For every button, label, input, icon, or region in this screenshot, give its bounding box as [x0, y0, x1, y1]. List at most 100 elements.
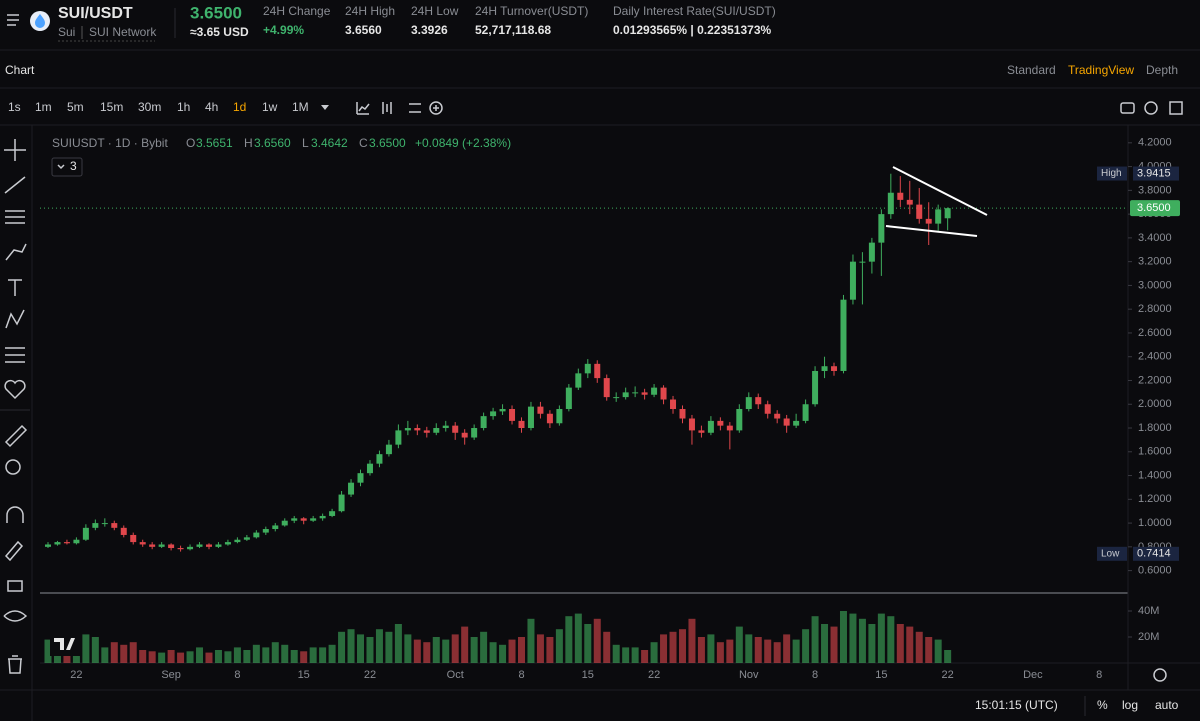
fib-tool[interactable]: [5, 210, 25, 224]
y-tick-label: 2.8000: [1138, 303, 1172, 315]
brush-tool[interactable]: [5, 243, 27, 261]
volume-bar: [290, 650, 298, 663]
timeframe[interactable]: 1s: [8, 100, 21, 114]
percent-toggle[interactable]: %: [1097, 698, 1108, 712]
volume-bar: [906, 626, 914, 663]
legend-o-label: O: [186, 136, 195, 150]
legend-symbol: SUIUSDT · 1D · Bybit: [52, 136, 168, 150]
candle-body: [224, 542, 231, 545]
indicator-toggle[interactable]: [51, 157, 83, 177]
volume-bar: [839, 611, 847, 663]
settings-gear[interactable]: [1144, 101, 1158, 115]
volume-bar: [243, 650, 251, 663]
volume-bar: [224, 651, 232, 663]
favorites-tool[interactable]: [4, 379, 26, 400]
add-icon[interactable]: [429, 101, 443, 115]
crosshair-tool[interactable]: [4, 139, 26, 161]
last-price-bg: [1130, 200, 1180, 217]
legend-change: +0.0849 (+2.38%): [415, 136, 511, 150]
timeframe[interactable]: 4h: [205, 100, 218, 114]
volume-bar: [612, 644, 620, 663]
volume-bar: [678, 629, 686, 663]
candle-body: [546, 413, 553, 424]
candle-body: [764, 404, 771, 414]
lock-draw-tool[interactable]: [4, 540, 24, 562]
timeframe[interactable]: 5m: [67, 100, 84, 114]
last-price: 3.6500: [190, 3, 242, 22]
triangle-drawing: [885, 166, 988, 237]
magnet-tool[interactable]: [6, 506, 24, 523]
volume-bar: [432, 637, 440, 663]
view-tab[interactable]: TradingView: [1068, 63, 1134, 77]
candle-body: [944, 208, 951, 219]
text-tool[interactable]: [8, 279, 22, 296]
volume-bar: [328, 644, 336, 663]
candle-body: [471, 428, 478, 438]
fullscreen-icon[interactable]: [1169, 101, 1183, 115]
candle-body: [433, 428, 440, 433]
line-tool[interactable]: [4, 176, 26, 194]
log-toggle[interactable]: log: [1122, 698, 1138, 712]
volume-bar: [129, 642, 137, 663]
prediction-tool[interactable]: [5, 347, 25, 363]
volume-bar: [489, 642, 497, 663]
dropdown[interactable]: [321, 105, 329, 110]
timeframe[interactable]: 1M: [292, 100, 309, 114]
volume-bar: [697, 637, 705, 663]
candle-body: [878, 214, 885, 243]
candle-body: [177, 548, 184, 550]
timeframe[interactable]: 30m: [138, 100, 161, 114]
timeframe[interactable]: 1m: [35, 100, 52, 114]
delete-tool[interactable]: [8, 655, 22, 674]
y-tick-label: 3.0000: [1138, 279, 1172, 291]
view-tab[interactable]: Standard: [1007, 63, 1056, 77]
volume-bar: [858, 618, 866, 663]
candle-body: [54, 542, 61, 545]
low_marker-value-bg: [1133, 546, 1179, 561]
hamburger[interactable]: [7, 14, 19, 26]
candle-body: [518, 420, 525, 429]
volume-bar: [735, 626, 743, 663]
candle-type-icon[interactable]: [382, 102, 392, 114]
volume-bar: [821, 624, 829, 663]
camera-icon[interactable]: [1120, 102, 1135, 114]
volume-bar: [53, 650, 61, 663]
legend-l-label: L: [302, 136, 309, 150]
base: Sui: [58, 25, 75, 39]
candle-body: [414, 428, 421, 431]
volume-bar: [650, 642, 658, 663]
x-tick-label: Dec: [1023, 669, 1043, 681]
x-tick-label: 8: [1096, 669, 1102, 681]
candle-body: [130, 534, 137, 543]
indicators-icon[interactable]: [356, 102, 370, 115]
chart-tab[interactable]: Chart: [5, 63, 35, 77]
volume-bar: [44, 639, 52, 663]
x-tick-label: 22: [70, 669, 82, 681]
volume-bar: [158, 652, 166, 663]
settings-icon[interactable]: [409, 103, 421, 113]
view-tab[interactable]: Depth: [1146, 63, 1178, 77]
timeframe[interactable]: 1w: [262, 100, 278, 114]
auto-toggle[interactable]: auto: [1155, 698, 1179, 712]
legend-low: 3.4642: [311, 136, 348, 150]
zoom-tool[interactable]: [5, 459, 21, 475]
time-settings[interactable]: [1153, 668, 1167, 682]
stat-value: 3.6560: [345, 23, 382, 37]
x-tick-label: 22: [364, 669, 376, 681]
timeframe[interactable]: 1d: [233, 100, 246, 114]
stat-value: 0.01293565% | 0.22351373%: [613, 23, 771, 37]
ruler-tool[interactable]: [4, 424, 28, 448]
visibility-tool[interactable]: [3, 610, 28, 622]
lock-tool[interactable]: [7, 580, 23, 592]
candle-body: [423, 430, 430, 433]
symbol[interactable]: SUI/USDT: [58, 5, 133, 22]
candle-body: [622, 392, 629, 398]
volume-bar: [707, 634, 715, 663]
candle-body: [859, 261, 866, 263]
volume-bar: [792, 639, 800, 663]
pattern-tool[interactable]: [5, 309, 25, 329]
candle-body: [679, 409, 686, 419]
timeframe[interactable]: 1h: [177, 100, 190, 114]
timeframe[interactable]: 15m: [100, 100, 123, 114]
